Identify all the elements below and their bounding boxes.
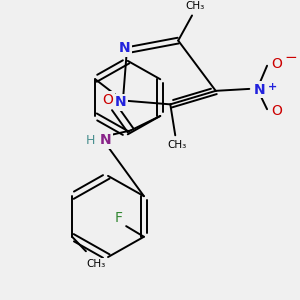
Text: CH₃: CH₃ — [168, 140, 187, 150]
Text: N: N — [254, 83, 265, 97]
Text: F: F — [114, 212, 122, 225]
Text: N: N — [119, 41, 131, 55]
Text: N: N — [115, 95, 127, 110]
Text: −: − — [284, 50, 297, 64]
Text: CH₃: CH₃ — [185, 1, 205, 11]
Text: O: O — [103, 92, 113, 106]
Text: H: H — [85, 134, 95, 147]
Text: N: N — [100, 133, 112, 147]
Text: O: O — [272, 57, 282, 71]
Text: +: + — [268, 82, 278, 92]
Text: CH₃: CH₃ — [86, 259, 105, 269]
Text: O: O — [272, 104, 282, 118]
